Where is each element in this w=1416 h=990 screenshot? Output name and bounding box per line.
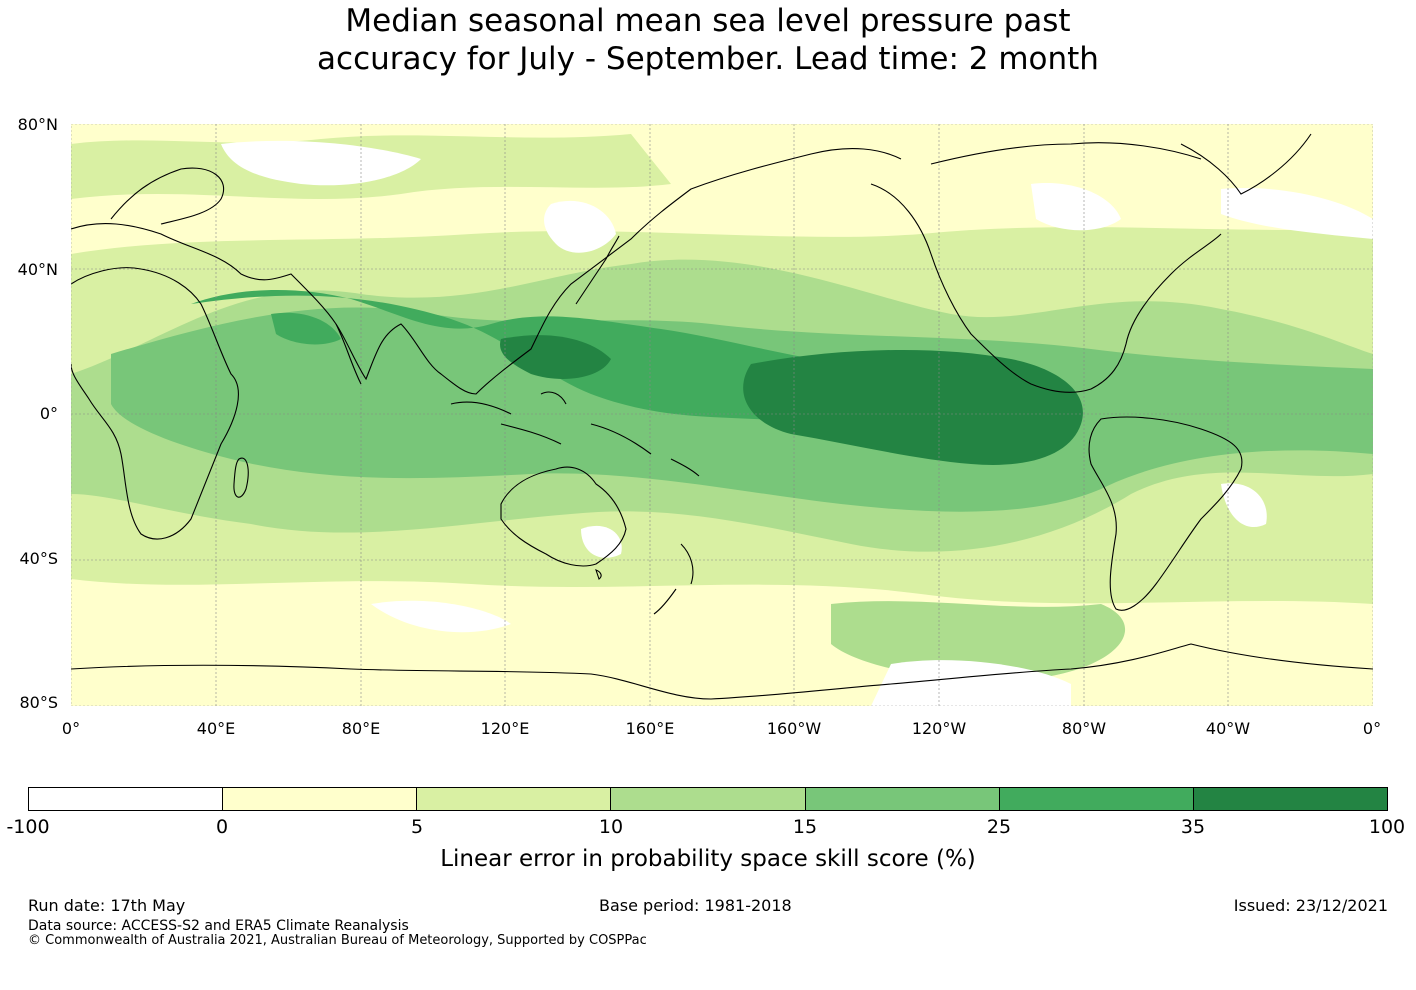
colorbar-segment-5-10 — [417, 788, 612, 810]
colorbar-tick-100: 100 — [1368, 816, 1406, 838]
lon-label-160e: 160°E — [625, 719, 675, 738]
colorbar-segment-0-5 — [223, 788, 418, 810]
colorbar-tick-5: 5 — [410, 816, 424, 838]
lat-label-0: 0° — [39, 404, 58, 423]
colorbar — [28, 787, 1388, 811]
copyright: © Commonwealth of Australia 2021, Austra… — [28, 933, 647, 948]
title-line-1: Median seasonal mean sea level pressure … — [345, 3, 1071, 39]
colorbar-tick-35: 35 — [1180, 816, 1206, 838]
coastlines — [71, 133, 1373, 700]
colorbar-label: Linear error in probability space skill … — [440, 846, 976, 872]
lon-label-120e: 120°E — [480, 719, 530, 738]
base-period: Base period: 1981-2018 — [599, 896, 792, 915]
colorbar-tick-10: 10 — [598, 816, 624, 838]
lon-label-0-left: 0° — [61, 719, 81, 738]
colorbar-segment-15-25 — [805, 788, 1000, 810]
colorbar-tick-25: 25 — [986, 816, 1012, 838]
lon-label-160w: 160°W — [766, 719, 822, 738]
lon-label-80w: 80°W — [1061, 719, 1107, 738]
map-title: Median seasonal mean sea level pressure … — [0, 2, 1416, 78]
colorbar-tick-0: 0 — [215, 816, 229, 838]
colorbar-segment-10-15 — [611, 788, 806, 810]
colorbar-tick-neg100: -100 — [6, 816, 50, 838]
skill-score-map — [71, 124, 1373, 706]
lon-label-40e: 40°E — [196, 719, 236, 738]
issued-date: Issued: 23/12/2021 — [1233, 896, 1388, 915]
lat-label-40s: 40°S — [19, 549, 58, 568]
title-line-2: accuracy for July - September. Lead time… — [317, 41, 1099, 77]
colorbar-segment-25-35 — [999, 788, 1194, 810]
lon-label-80e: 80°E — [341, 719, 381, 738]
data-source: Data source: ACCESS-S2 and ERA5 Climate … — [28, 918, 409, 934]
lon-label-0-right: 0° — [1362, 719, 1382, 738]
run-date: Run date: 17th May — [28, 896, 186, 915]
colorbar-segment-35-100 — [1193, 788, 1387, 810]
colorbar-tick-15: 15 — [792, 816, 818, 838]
lon-label-40w: 40°W — [1205, 719, 1251, 738]
colorbar-segment-neg100-0 — [29, 788, 224, 810]
lat-label-80s: 80°S — [19, 693, 58, 712]
lat-label-40n: 40°N — [17, 260, 58, 279]
lon-label-120w: 120°W — [911, 719, 967, 738]
lat-label-80n: 80°N — [17, 115, 58, 134]
